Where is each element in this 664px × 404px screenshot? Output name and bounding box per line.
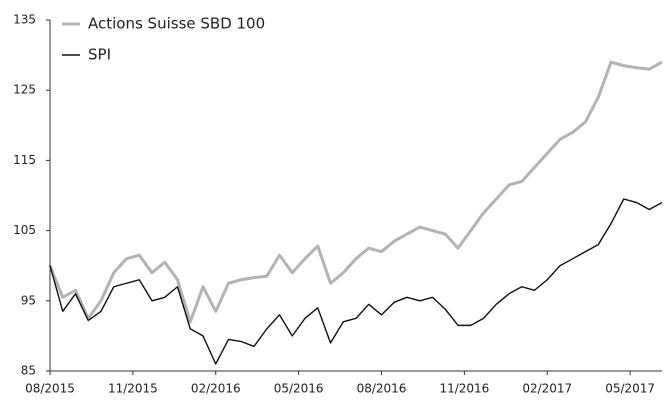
x-tick-label: 08/2016 xyxy=(357,382,407,396)
x-tick-label: 02/2016 xyxy=(191,382,241,396)
y-tick-label: 105 xyxy=(13,223,36,237)
legend-label: SPI xyxy=(88,46,111,64)
legend-label: Actions Suisse SBD 100 xyxy=(88,15,265,33)
x-tick-label: 08/2015 xyxy=(25,382,75,396)
y-tick-label: 85 xyxy=(21,364,36,378)
x-tick-label: 11/2015 xyxy=(108,382,158,396)
y-tick-label: 125 xyxy=(13,83,36,97)
x-tick-label: 05/2016 xyxy=(274,382,324,396)
y-tick-label: 115 xyxy=(13,153,36,167)
x-tick-label: 02/2017 xyxy=(522,382,572,396)
x-tick-label: 11/2016 xyxy=(439,382,489,396)
y-tick-label: 95 xyxy=(21,293,36,307)
x-tick-label: 05/2017 xyxy=(605,382,655,396)
series-line xyxy=(49,198,663,365)
y-tick-label: 135 xyxy=(13,13,36,27)
series-line xyxy=(48,60,663,324)
